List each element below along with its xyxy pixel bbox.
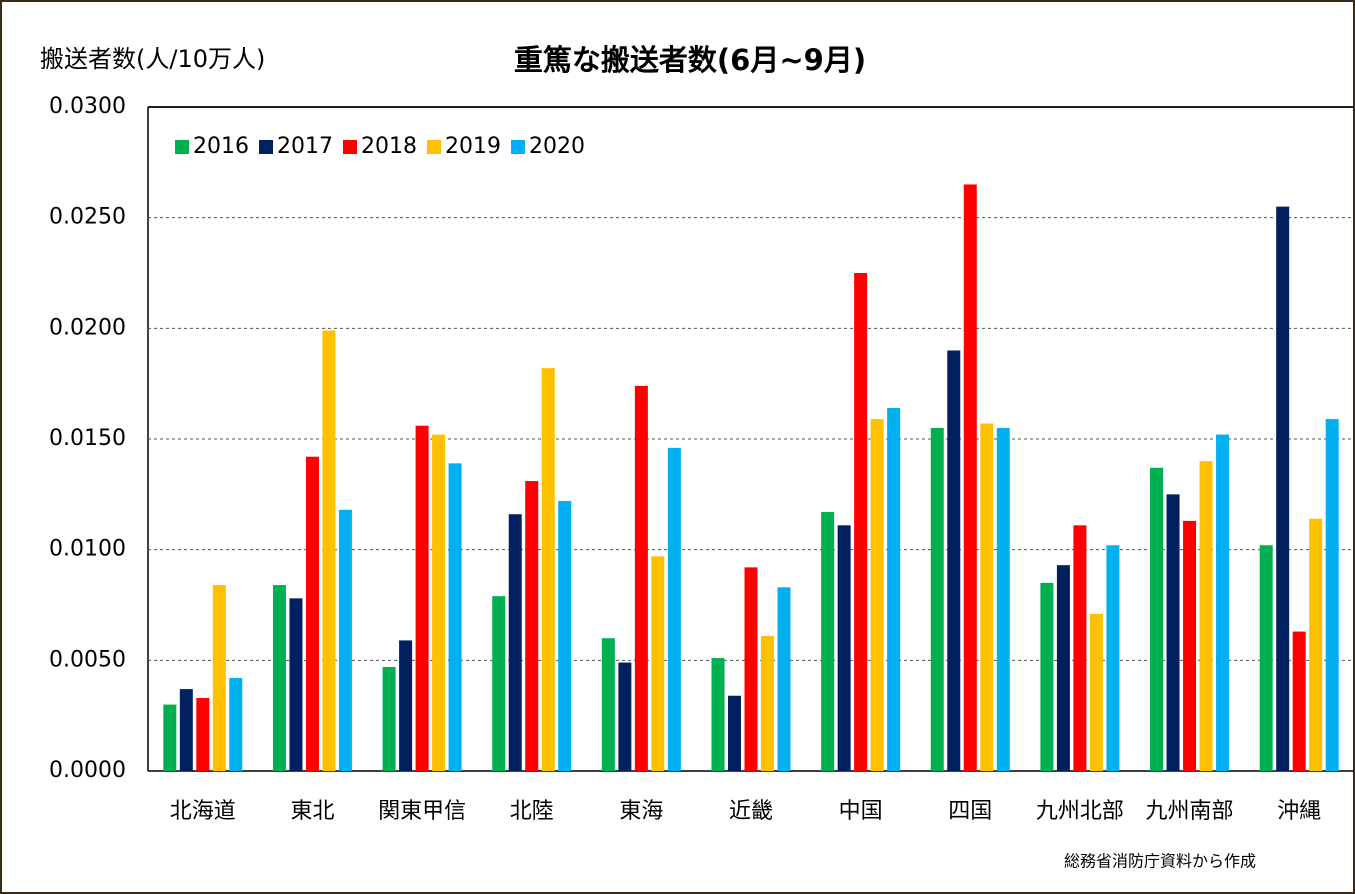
bar <box>711 658 725 771</box>
bar <box>541 368 555 771</box>
bar <box>651 556 665 771</box>
legend-label: 2019 <box>445 134 501 159</box>
bar <box>492 596 506 771</box>
x-tick-label: 東北 <box>290 799 334 824</box>
bar <box>963 184 977 771</box>
bar <box>1325 419 1339 771</box>
x-tick-label: 近畿 <box>729 799 773 824</box>
x-tick-label: 中国 <box>839 799 883 824</box>
x-tick-label: 関東甲信 <box>378 799 466 824</box>
bar <box>415 425 429 771</box>
legend-swatch <box>343 140 357 154</box>
bar <box>761 635 774 771</box>
x-tick-label: 東海 <box>619 799 663 824</box>
bar <box>272 585 286 771</box>
bar <box>305 456 319 771</box>
bar <box>525 481 539 771</box>
bar <box>1183 520 1197 771</box>
x-tick-label: 沖縄 <box>1277 799 1321 824</box>
bar <box>1040 582 1054 771</box>
bar <box>508 514 522 771</box>
legend-swatch <box>427 140 441 154</box>
bar <box>1056 565 1070 771</box>
bar <box>432 434 446 771</box>
bar <box>821 512 835 771</box>
bar <box>1276 206 1290 772</box>
bar <box>854 273 868 771</box>
y-tick-label: 0.0000 <box>49 758 126 783</box>
bar <box>558 500 572 771</box>
bar <box>1292 631 1306 771</box>
bar <box>448 463 462 771</box>
y-tick-label: 0.0250 <box>49 205 126 230</box>
legend-label: 2018 <box>361 134 417 159</box>
y-tick-label: 0.0050 <box>49 647 126 672</box>
bar <box>1106 545 1120 771</box>
bar <box>399 640 413 771</box>
bar <box>212 585 226 771</box>
bar <box>887 408 901 771</box>
bar <box>1073 525 1087 771</box>
bar <box>229 678 243 771</box>
legend-label: 2017 <box>277 134 333 159</box>
legend-swatch <box>175 140 189 154</box>
bar <box>728 695 741 771</box>
y-tick-label: 0.0200 <box>49 315 126 340</box>
bar <box>1199 461 1213 771</box>
legend-swatch <box>259 140 273 154</box>
x-tick-label: 四国 <box>948 799 992 824</box>
chart-title: 重篤な搬送者数(6月~9月) <box>514 43 866 77</box>
bar <box>744 567 758 771</box>
bar <box>1259 545 1273 771</box>
bar <box>980 423 994 771</box>
bar <box>1150 467 1164 771</box>
legend-label: 2020 <box>529 134 585 159</box>
source-note: 総務省消防庁資料から作成 <box>1064 852 1256 871</box>
bar <box>777 587 791 771</box>
legend-swatch <box>511 140 525 154</box>
bar <box>996 427 1010 771</box>
bar <box>322 330 336 771</box>
bar <box>601 638 615 771</box>
bar <box>837 525 851 771</box>
y-tick-label: 0.0300 <box>49 94 126 119</box>
bar <box>179 689 193 771</box>
x-tick-label: 九州南部 <box>1146 799 1234 824</box>
y-tick-label: 0.0100 <box>49 537 126 562</box>
bar <box>930 427 944 771</box>
bar <box>196 697 210 771</box>
bar <box>382 666 396 771</box>
bar <box>338 509 352 771</box>
bar <box>618 662 632 771</box>
bar <box>1216 434 1230 771</box>
y-axis-label: 搬送者数(人/10万人) <box>40 45 265 73</box>
bar <box>947 350 961 771</box>
x-tick-label: 北陸 <box>510 799 554 824</box>
bar <box>1309 518 1323 771</box>
bar <box>289 598 303 771</box>
bar <box>163 704 177 771</box>
x-tick-label: 北海道 <box>170 799 236 824</box>
bar <box>870 419 884 771</box>
x-tick-label: 九州北部 <box>1036 799 1124 824</box>
bar <box>667 447 681 771</box>
bar <box>1166 494 1180 771</box>
bar <box>1089 613 1103 771</box>
legend-label: 2016 <box>193 134 249 159</box>
bar <box>634 385 648 771</box>
y-tick-label: 0.0150 <box>49 426 126 451</box>
